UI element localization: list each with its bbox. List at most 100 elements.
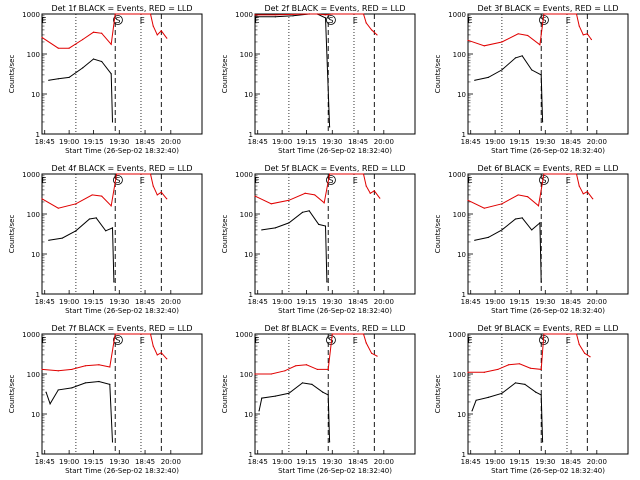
- x-tick-label: 18:45: [561, 298, 581, 306]
- data-point: [301, 211, 304, 213]
- data-point: [483, 207, 485, 209]
- data-point: [362, 13, 365, 15]
- data-point: [311, 383, 313, 385]
- marker-circle: [113, 15, 123, 25]
- x-tick-label: 19:00: [59, 138, 79, 146]
- data-point: [152, 25, 154, 27]
- marker-circle: [113, 175, 123, 185]
- detector-plot-5: Det 5f BLACK = Events, RED = LLD 1 10 100 10…: [221, 164, 416, 315]
- event-marker-label: E: [353, 16, 358, 25]
- data-point: [308, 210, 310, 212]
- data-point: [68, 47, 70, 49]
- y-tick-label: 1000: [22, 331, 40, 339]
- event-marker-label: E: [255, 16, 260, 25]
- x-tick-label: 20:00: [587, 138, 607, 146]
- detector-plot-1: Det 1f BLACK = Events, RED = LLD 1 10 100 10…: [8, 4, 203, 155]
- data-point: [365, 342, 367, 344]
- data-point: [149, 173, 152, 175]
- x-tick-label: 19:15: [296, 298, 316, 306]
- x-tick-label: 19:00: [485, 298, 505, 306]
- x-axis-label: Start Time (26-Sep-02 18:32:40): [278, 307, 392, 315]
- y-tick-label: 1000: [448, 11, 466, 19]
- event-marker-label: E: [255, 176, 260, 185]
- event-marker-label: E: [140, 176, 145, 185]
- x-tick-label: 19:15: [83, 298, 103, 306]
- y-tick-label: 1000: [22, 11, 40, 19]
- y-tick-label: 100: [27, 371, 40, 379]
- event-marker-label: S: [328, 336, 333, 345]
- data-point: [152, 185, 154, 187]
- event-marker-label: E: [140, 336, 145, 345]
- series-line-lld: [41, 13, 168, 49]
- x-tick-label: 19:30: [535, 138, 555, 146]
- x-tick-label: 19:30: [322, 138, 342, 146]
- x-tick-label: 18:45: [561, 138, 581, 146]
- plot-title: Det 1f BLACK = Events, RED = LLD: [51, 4, 192, 13]
- x-axis-label: Start Time (26-Sep-02 18:32:40): [65, 467, 179, 475]
- series-line-events: [258, 382, 331, 443]
- x-tick-label: 18:45: [461, 458, 481, 466]
- data-point: [41, 368, 43, 371]
- plot-frame: [467, 333, 629, 455]
- data-point: [84, 365, 86, 367]
- data-point: [160, 352, 162, 354]
- marker-circle: [326, 15, 336, 25]
- data-point: [258, 410, 260, 412]
- y-axis-label: Counts/sec: [434, 215, 442, 254]
- event-marker-label: E: [42, 176, 47, 185]
- data-point: [331, 13, 333, 15]
- data-point: [109, 383, 111, 385]
- event-marker-label: S: [541, 336, 546, 345]
- x-tick-label: 19:00: [272, 458, 292, 466]
- data-point: [578, 25, 580, 27]
- data-point: [589, 356, 591, 358]
- data-point: [531, 229, 533, 231]
- plot-frame: [41, 173, 203, 295]
- event-marker-label: E: [468, 336, 473, 345]
- data-point: [586, 33, 588, 35]
- data-point: [541, 441, 544, 443]
- data-point: [514, 382, 517, 384]
- y-tick-label: 10: [244, 91, 253, 99]
- data-point: [527, 34, 529, 37]
- data-point: [521, 217, 523, 219]
- detector-plot-8: Det 8f BLACK = Events, RED = LLD 1 10 100 10…: [221, 324, 416, 475]
- data-point: [539, 222, 541, 224]
- x-tick-label: 19:00: [272, 298, 292, 306]
- x-tick-label: 19:15: [509, 298, 529, 306]
- data-point: [379, 197, 381, 199]
- data-point: [57, 78, 59, 80]
- series-line-lld: [467, 173, 594, 209]
- y-tick-label: 1: [249, 451, 253, 459]
- x-tick-label: 18:45: [248, 298, 268, 306]
- data-point: [322, 391, 324, 393]
- data-point: [82, 67, 84, 69]
- y-axis-label: Counts/sec: [434, 375, 442, 414]
- data-point: [483, 45, 485, 47]
- y-tick-label: 1000: [235, 331, 253, 339]
- data-point: [48, 239, 50, 241]
- data-point: [539, 44, 541, 46]
- data-point: [57, 389, 59, 391]
- y-tick-label: 10: [244, 411, 253, 419]
- data-point: [471, 410, 473, 412]
- data-point: [327, 394, 329, 396]
- data-point: [323, 202, 325, 204]
- data-point: [292, 13, 294, 15]
- data-point: [326, 281, 328, 283]
- data-point: [314, 194, 316, 196]
- y-tick-label: 100: [453, 51, 466, 59]
- x-tick-label: 19:15: [296, 138, 316, 146]
- data-point: [529, 367, 531, 369]
- data-point: [369, 192, 371, 194]
- data-point: [578, 343, 580, 345]
- series-line-events: [255, 13, 331, 128]
- y-tick-label: 1: [249, 131, 253, 139]
- data-point: [48, 79, 50, 81]
- plot-title: Det 3f BLACK = Events, RED = LLD: [477, 4, 618, 13]
- data-point: [92, 31, 95, 33]
- data-point: [582, 34, 584, 36]
- y-tick-label: 1: [462, 291, 466, 299]
- x-tick-label: 19:00: [59, 458, 79, 466]
- data-point: [316, 13, 318, 15]
